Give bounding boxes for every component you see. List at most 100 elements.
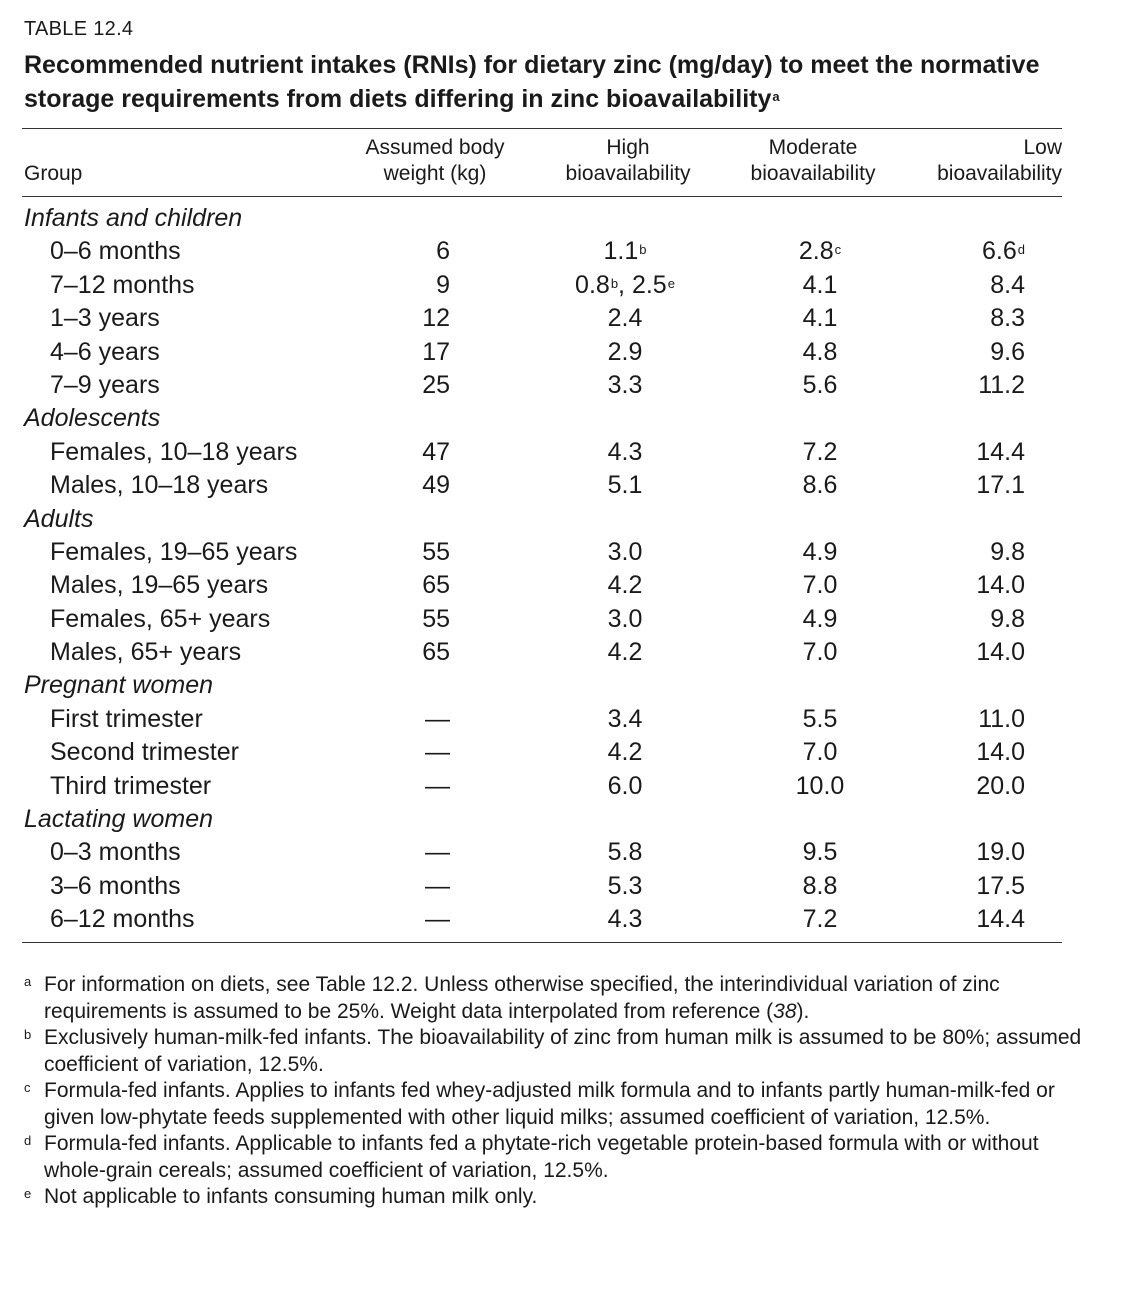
cell-low: 17.5 <box>910 870 1025 903</box>
cell-low: 9.8 <box>910 536 1025 569</box>
cell-high-value: 4.3 <box>607 905 643 934</box>
cell-moderate-value: 9.5 <box>802 838 838 867</box>
row-label: Second trimester <box>50 738 239 767</box>
cell-moderate: 8.6 <box>745 469 895 502</box>
row-label: Adolescents <box>24 404 161 433</box>
footnote-text: Formula-fed infants. Applicable to infan… <box>44 1132 1039 1182</box>
cell-moderate-value: 8.8 <box>802 871 838 900</box>
cell-low-value: 17.5 <box>976 871 1025 900</box>
cell-moderate-value: 4.1 <box>802 304 838 333</box>
cell-low: 11.2 <box>910 369 1025 402</box>
cell-low: 20.0 <box>910 770 1025 803</box>
row-label: 7–9 years <box>50 370 160 399</box>
cell-weight: 6 <box>436 237 450 266</box>
footnote-mark: c <box>834 242 842 258</box>
top-rule <box>22 128 1062 129</box>
cell-high: 6.0 <box>555 770 695 803</box>
cell-low-value: 14.4 <box>976 437 1025 466</box>
cell-moderate-value: 7.0 <box>802 738 838 767</box>
cell-moderate-value: 7.2 <box>802 437 838 466</box>
cell-weight: 47 <box>422 437 450 466</box>
row-label: Pregnant women <box>24 671 214 700</box>
cell-moderate-value: 7.0 <box>802 638 838 667</box>
footnote-mark: e <box>24 1186 32 1201</box>
cell-weight: — <box>425 738 450 767</box>
section-row: Infants and children <box>0 202 1138 235</box>
table-row: 3–6 months — 5.3 8.8 17.5 <box>0 870 1138 903</box>
cell-low-value: 8.3 <box>990 304 1025 333</box>
cell-low-value: 14.0 <box>976 638 1025 667</box>
cell-weight: 25 <box>422 370 450 399</box>
title-footnote-mark: a <box>772 89 780 104</box>
cell-low: 9.8 <box>910 603 1025 636</box>
cell-low-value: 9.8 <box>990 537 1025 566</box>
cell-weight: — <box>425 905 450 934</box>
cell-high-value: 3.0 <box>607 537 643 566</box>
cell-high-value: 3.4 <box>607 704 643 733</box>
row-label: 3–6 months <box>50 871 181 900</box>
cell-low-value: 19.0 <box>976 838 1025 867</box>
cell-high: 5.1 <box>555 469 695 502</box>
cell-moderate: 7.0 <box>745 636 895 669</box>
cell-moderate-value: 5.5 <box>802 704 838 733</box>
table-row: 0–6 months 6 1.1b 2.8c 6.6d <box>0 235 1138 268</box>
cell-low-value: 11.0 <box>978 704 1025 733</box>
cell-moderate-value: 10.0 <box>795 771 845 800</box>
footnote-mark: b <box>610 275 619 291</box>
cell-low-value: 11.2 <box>978 370 1025 399</box>
cell-low-value: 6.6 <box>982 237 1017 266</box>
cell-low-value: 14.4 <box>976 905 1025 934</box>
cell-weight: — <box>425 871 450 900</box>
header-high-line1: High <box>606 136 650 159</box>
section-row: Adolescents <box>0 402 1138 435</box>
cell-moderate: 7.2 <box>745 903 895 936</box>
cell-high-value: 2.9 <box>607 337 643 366</box>
table-title-text: Recommended nutrient intakes (RNIs) for … <box>24 51 1040 113</box>
row-label: 7–12 months <box>50 270 195 299</box>
header-weight-line1: Assumed body <box>365 136 505 159</box>
cell-weight: 9 <box>436 270 450 299</box>
cell-high-value: 2.4 <box>607 304 643 333</box>
footnote-mark: b <box>639 242 647 258</box>
table-row: 7–9 years 25 3.3 5.6 11.2 <box>0 369 1138 402</box>
cell-low-value: 8.4 <box>990 270 1025 299</box>
row-label: Males, 19–65 years <box>50 571 269 600</box>
section-row: Adults <box>0 503 1138 536</box>
footnote-text: Exclusively human-milk-fed infants. The … <box>44 1026 1082 1076</box>
table-row: Females, 65+ years 55 3.0 4.9 9.8 <box>0 603 1138 636</box>
cell-high: 3.3 <box>555 369 695 402</box>
cell-moderate: 4.1 <box>745 269 895 302</box>
table-row: Males, 65+ years 65 4.2 7.0 14.0 <box>0 636 1138 669</box>
table-row: 6–12 months — 4.3 7.2 14.4 <box>0 903 1138 936</box>
row-label: Males, 10–18 years <box>50 471 269 500</box>
cell-high: 4.2 <box>555 736 695 769</box>
cell-weight: 12 <box>422 304 450 333</box>
cell-high: 2.4 <box>555 302 695 335</box>
cell-high-value: 3.0 <box>607 604 643 633</box>
cell-high-value: 4.2 <box>607 571 643 600</box>
bottom-rule <box>22 942 1062 943</box>
cell-moderate: 4.9 <box>745 603 895 636</box>
cell-weight: 55 <box>422 604 450 633</box>
cell-moderate: 4.9 <box>745 536 895 569</box>
footnotes: a For information on diets, see Table 12.… <box>24 972 1104 1211</box>
cell-high-value: 3.3 <box>607 370 643 399</box>
row-label: 6–12 months <box>50 905 195 934</box>
cell-high: 4.2 <box>555 569 695 602</box>
cell-moderate: 8.8 <box>745 870 895 903</box>
cell-low: 11.0 <box>910 703 1025 736</box>
cell-moderate-value: 7.2 <box>802 905 838 934</box>
section-row: Pregnant women <box>0 669 1138 702</box>
cell-weight: 55 <box>422 537 450 566</box>
footnote-text: Formula-fed infants. Applies to infants … <box>44 1079 1055 1129</box>
header-moderate: Moderate bioavailability <box>733 135 893 187</box>
header-low: Low bioavailability <box>900 135 1062 187</box>
cell-high-value: 5.1 <box>607 471 643 500</box>
cell-high-value: 6.0 <box>607 771 643 800</box>
header-rule <box>22 196 1062 197</box>
cell-high-value: 5.8 <box>607 838 643 867</box>
cell-high-value: 4.3 <box>607 437 643 466</box>
cell-moderate-value: 4.1 <box>802 270 838 299</box>
table-row: First trimester — 3.4 5.5 11.0 <box>0 703 1138 736</box>
cell-low-value: 17.1 <box>976 471 1025 500</box>
